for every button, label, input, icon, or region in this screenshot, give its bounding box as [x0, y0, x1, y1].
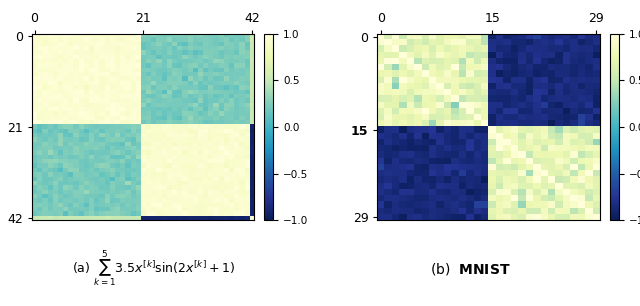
Text: (b)  $\mathbf{MNIST}$: (b) $\mathbf{MNIST}$ — [430, 261, 511, 277]
Text: (a) $\sum_{k=1}^{5} 3.5x^{[k]} \sin(2x^{[k]} + 1)$: (a) $\sum_{k=1}^{5} 3.5x^{[k]} \sin(2x^{… — [72, 249, 235, 289]
